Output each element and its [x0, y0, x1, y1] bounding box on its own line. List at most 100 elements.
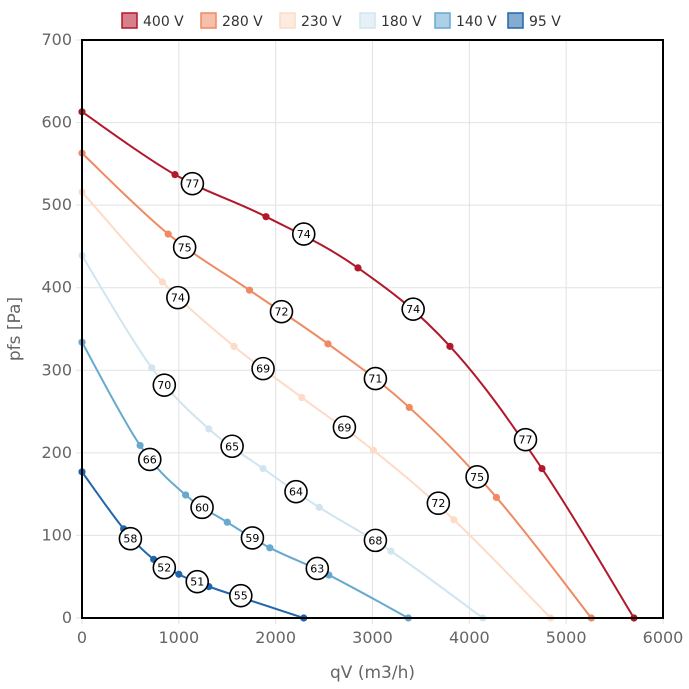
legend-label: 230 V — [301, 14, 342, 30]
data-label-text: 74 — [297, 228, 311, 241]
data-label-circle — [251, 356, 275, 381]
data-label: 74 — [166, 285, 190, 310]
data-label: 70 — [152, 373, 177, 397]
data-label-circle — [291, 222, 316, 246]
data-point-400v — [446, 342, 454, 350]
legend-label: 140 V — [456, 14, 497, 30]
data-label: 58 — [118, 526, 143, 551]
legend-swatch — [121, 12, 138, 29]
y-axis-title: pfs [Pa] — [5, 297, 25, 361]
data-label: 77 — [180, 171, 205, 196]
data-label-text: 52 — [157, 562, 171, 575]
data-point-230v — [298, 393, 306, 402]
data-label: 75 — [465, 465, 489, 489]
legend-swatch — [507, 12, 524, 29]
data-label-circle — [166, 285, 190, 310]
data-label-text: 75 — [470, 471, 484, 484]
data-label-text: 69 — [256, 363, 270, 376]
data-label: 51 — [185, 569, 210, 594]
x-axis-title: qV (m3/h) — [330, 663, 415, 683]
x-tick-label: 6000 — [643, 628, 684, 647]
data-label: 72 — [426, 491, 451, 516]
data-point-280v — [245, 286, 254, 294]
data-label: 69 — [251, 356, 275, 381]
legend-item: 230 V — [279, 12, 342, 30]
data-label-circle — [284, 479, 308, 504]
x-tick-label: 4000 — [449, 628, 490, 647]
data-label-text: 71 — [368, 373, 382, 386]
data-label-circle — [137, 447, 162, 472]
data-label: 52 — [152, 555, 177, 580]
data-label-circle — [240, 526, 265, 550]
data-point-230v — [369, 446, 378, 454]
data-label-circle — [401, 297, 425, 321]
data-point-400v — [262, 213, 270, 221]
y-tick-label: 300 — [41, 360, 72, 379]
legend-label: 95 V — [529, 14, 561, 30]
data-label: 71 — [363, 366, 388, 391]
x-tick-label: 1000 — [158, 628, 199, 647]
data-label-text: 64 — [289, 486, 303, 499]
data-label-circle — [190, 495, 214, 520]
legend: 400 V 280 V 230 V 180 V 140 V 95 V — [121, 12, 561, 30]
legend-label: 280 V — [222, 14, 263, 30]
data-label-text: 70 — [157, 379, 171, 392]
data-label-text: 58 — [123, 533, 137, 546]
x-tick-label: 2000 — [255, 628, 296, 647]
legend-label: 180 V — [381, 14, 422, 30]
data-point-400v — [538, 464, 546, 473]
data-label-circle — [269, 299, 294, 324]
legend-item: 280 V — [200, 12, 263, 30]
series-line-230v — [81, 191, 552, 619]
data-label-circle — [152, 373, 177, 397]
data-label-circle — [229, 583, 253, 608]
x-tick-label: 5000 — [546, 628, 587, 647]
data-point-180v — [205, 425, 213, 433]
data-label-text: 68 — [368, 534, 382, 547]
data-label-circle — [185, 569, 210, 594]
data-point-180v — [315, 503, 323, 511]
data-point-180v — [387, 547, 395, 555]
data-label-circle — [220, 434, 244, 459]
data-point-280v — [324, 340, 332, 348]
data-point-180v — [259, 464, 267, 473]
x-tick-label: 3000 — [352, 628, 393, 647]
data-point-140v — [223, 518, 231, 526]
data-label-text: 51 — [190, 576, 204, 589]
data-label-text: 55 — [234, 590, 248, 603]
data-label-circle — [180, 171, 205, 196]
data-label: 65 — [220, 434, 244, 459]
x-tick-label: 0 — [77, 628, 87, 647]
data-point-280v — [405, 403, 413, 412]
data-label: 64 — [284, 479, 308, 504]
legend-item: 180 V — [359, 12, 422, 30]
data-point-400v — [171, 170, 179, 179]
data-label: 74 — [401, 297, 425, 321]
data-point-230v — [450, 516, 458, 524]
data-label-text: 72 — [274, 306, 288, 319]
data-point-230v — [158, 278, 166, 286]
legend-item: 140 V — [434, 12, 497, 30]
data-label-text: 77 — [185, 178, 199, 191]
data-label-text: 77 — [518, 434, 532, 447]
data-label-text: 63 — [310, 562, 324, 575]
data-label-text: 65 — [225, 440, 239, 453]
data-point-280v — [492, 493, 501, 502]
data-label-circle — [513, 427, 538, 452]
data-label-circle — [363, 528, 388, 553]
legend-item: 400 V — [121, 12, 184, 30]
tick-labels: 0 1000 2000 3000 4000 5000 6000 0 100 200 300 400 50… — [41, 30, 683, 647]
y-tick-label: 100 — [41, 525, 72, 544]
data-label-text: 74 — [171, 292, 185, 305]
data-label: 55 — [229, 583, 253, 608]
data-label-text: 66 — [143, 453, 157, 466]
data-label-text: 60 — [195, 501, 209, 514]
y-tick-label: 400 — [41, 278, 72, 297]
data-label-circle — [465, 465, 489, 489]
data-label-circle — [172, 235, 197, 260]
legend-swatch — [434, 12, 451, 29]
series-group — [78, 108, 638, 622]
legend-swatch — [200, 12, 217, 29]
data-labels: 77 74 74 77 75 72 71 75 74 69 69 72 70 65 64 68 66 60 59 63… — [118, 171, 538, 608]
